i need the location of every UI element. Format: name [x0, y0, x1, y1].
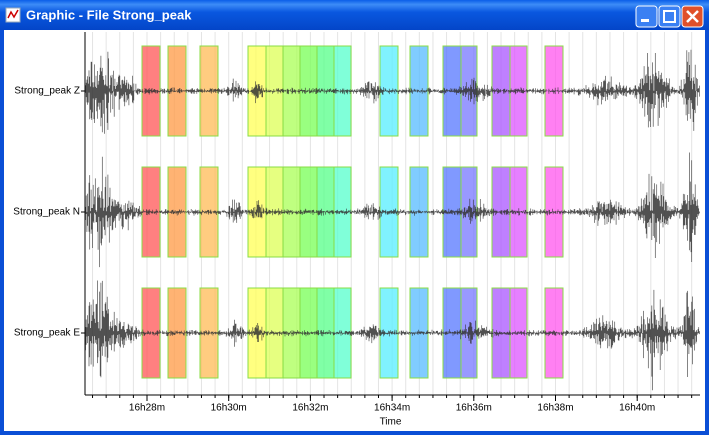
time-tick-label: 16h28m: [129, 403, 165, 414]
time-tick-label: 16h34m: [374, 403, 410, 414]
channel: Strong_peak N: [13, 152, 700, 268]
channel: Strong_peak E: [14, 280, 700, 391]
channel: Strong_peak Z: [14, 45, 700, 137]
close-button[interactable]: [681, 5, 704, 28]
plot-area: Strong_peak Z Strong_peak N Strong_peak E 1…: [13, 32, 700, 428]
time-tick-label: 16h40m: [619, 403, 655, 414]
channel-label: Strong_peak N: [13, 207, 80, 218]
time-tick-label: 16h38m: [537, 403, 573, 414]
x-axis-label: Time: [380, 417, 402, 428]
time-tick-label: 16h36m: [456, 403, 492, 414]
title-bar: [0, 0, 709, 30]
window-icon-glyph: [7, 9, 19, 19]
minimize-button[interactable]: [635, 5, 658, 28]
channel-label: Strong_peak Z: [14, 86, 80, 97]
time-tick-label: 16h30m: [211, 403, 247, 414]
channel-label: Strong_peak E: [14, 328, 80, 339]
window-title: Graphic - File Strong_peak: [26, 7, 192, 22]
time-tick-label: 16h32m: [292, 403, 328, 414]
maximize-button[interactable]: [658, 5, 681, 28]
